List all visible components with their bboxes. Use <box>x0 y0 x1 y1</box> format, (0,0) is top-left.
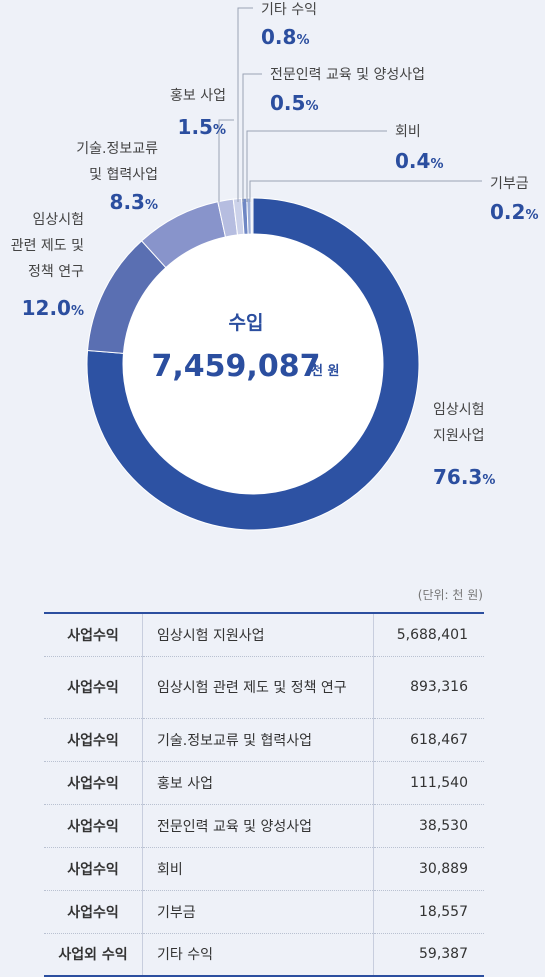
slice-percent-label: 0.4% <box>395 149 443 173</box>
row-category: 사업수익 <box>44 718 143 762</box>
slice-name-text: 지원사업 <box>433 428 485 444</box>
slice-name-text: 임상시험 <box>32 212 84 228</box>
row-item: 기술.정보교류 및 협력사업 <box>142 718 374 762</box>
slice-percent-label: 8.3% <box>110 190 158 214</box>
slice-percent-label: 12.0% <box>22 296 84 320</box>
donut-slice <box>250 197 254 235</box>
slice-name-text: 기술.정보교류 <box>76 141 158 157</box>
row-category: 사업수익 <box>44 613 143 657</box>
slice-name-text: 기부금 <box>490 176 529 192</box>
row-item: 전문인력 교육 및 양성사업 <box>142 804 374 848</box>
slice-label: 홍보 사업 1.5% <box>170 88 226 139</box>
donut-hole <box>123 234 383 494</box>
row-category: 사업수익 <box>44 656 143 719</box>
row-item: 홍보 사업 <box>142 761 374 805</box>
row-amount: 111,540 <box>373 761 484 805</box>
slice-name-text: 및 협력사업 <box>89 167 158 183</box>
table-row: 사업수익 임상시험 관련 제도 및 정책 연구 893,316 <box>44 656 484 719</box>
table-row: 사업수익 기술.정보교류 및 협력사업 618,467 <box>44 718 484 762</box>
table-unit-note: (단위: 천 원) <box>417 588 483 602</box>
row-amount: 18,557 <box>373 890 484 934</box>
slice-percent-label: 0.2% <box>490 200 538 224</box>
row-amount: 618,467 <box>373 718 484 762</box>
slice-name-text: 기타 수익 <box>261 2 317 18</box>
table-row: 사업수익 기부금 18,557 <box>44 890 484 934</box>
leader-lines <box>218 7 482 202</box>
table-row: 사업수익 전문인력 교육 및 양성사업 38,530 <box>44 804 484 848</box>
leader-line <box>249 180 482 202</box>
row-item: 임상시험 지원사업 <box>142 613 374 657</box>
slice-name-text: 정책 연구 <box>28 264 84 280</box>
row-category: 사업수익 <box>44 847 143 891</box>
row-amount: 30,889 <box>373 847 484 891</box>
row-category: 사업수익 <box>44 761 143 805</box>
table-row: 사업수익 임상시험 지원사업 5,688,401 <box>44 613 484 657</box>
leader-line <box>246 130 387 202</box>
leader-line <box>237 7 253 202</box>
leader-line <box>242 73 262 202</box>
slice-name-text: 관련 제도 및 <box>11 238 84 254</box>
center-total-unit: 천 원 <box>311 364 339 379</box>
row-item: 회비 <box>142 847 374 891</box>
slice-name-text: 임상시험 <box>433 402 485 418</box>
row-amount: 59,387 <box>419 946 468 963</box>
slice-label: 기부금 0.2% <box>490 176 538 224</box>
center-title: 수입 <box>229 312 264 334</box>
slice-name-text: 회비 <box>395 124 421 140</box>
revenue-table: 사업수익 임상시험 지원사업 5,688,401 사업수익 임상시험 관련 제도 및 정… <box>44 612 484 977</box>
row-category: 사업수익 <box>44 804 143 848</box>
row-item: 기타 수익 <box>142 933 374 976</box>
row-amount: 5,688,401 <box>373 613 484 657</box>
slice-name-text: 전문인력 교육 및 양성사업 <box>270 67 425 83</box>
slice-label: 전문인력 교육 및 양성사업 0.5% <box>270 67 425 115</box>
row-amount: 893,316 <box>373 656 484 719</box>
slice-percent-label: 0.5% <box>270 91 318 115</box>
slice-label: 기타 수익 0.8% <box>261 2 317 49</box>
table-row: 사업수익 회비 30,889 <box>44 847 484 891</box>
slice-percent-label: 76.3% <box>433 465 495 489</box>
row-item: 기부금 <box>142 890 374 934</box>
center-total-value: 7,459,087 <box>152 349 321 384</box>
slice-name-text: 홍보 사업 <box>170 88 226 104</box>
slice-label: 회비 0.4% <box>395 124 443 173</box>
row-item: 임상시험 관련 제도 및 정책 연구 <box>142 656 374 719</box>
leader-line <box>218 119 234 202</box>
row-category: 사업수익 <box>44 890 143 934</box>
table-row: 사업외 수익 기타 수익 59,387 <box>44 933 484 976</box>
row-amount: 38,530 <box>373 804 484 848</box>
table-row: 사업수익 홍보 사업 111,540 <box>44 761 484 805</box>
slice-percent-label: 1.5% <box>178 115 226 139</box>
slice-percent-label: 0.8% <box>261 25 309 49</box>
row-category: 사업외 수익 <box>44 933 143 976</box>
